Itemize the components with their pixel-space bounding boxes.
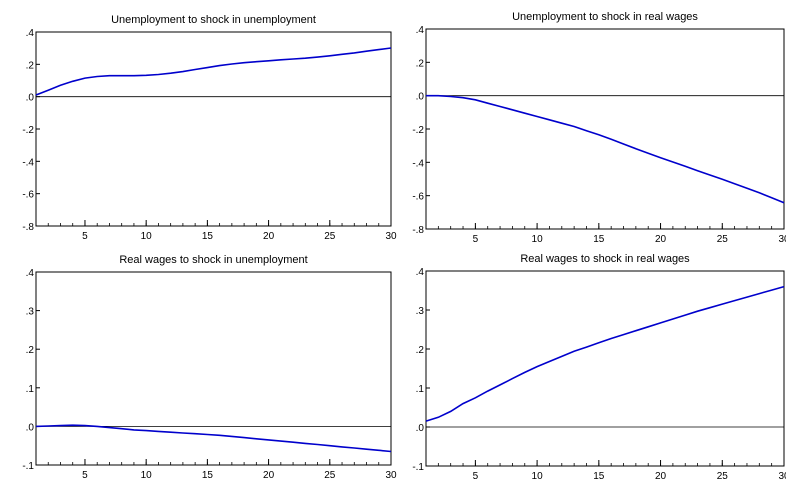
- x-tick-label: 30: [778, 471, 786, 482]
- x-tick-label: 10: [141, 231, 153, 242]
- y-tick-label: .4: [26, 28, 35, 39]
- y-tick-label: .1: [416, 384, 425, 395]
- y-tick-label: -.6: [412, 192, 424, 203]
- x-tick-label: 15: [202, 231, 214, 242]
- panel-unemployment-to-unemployment-shock: Unemployment to shock in unemployment -.8…: [22, 14, 397, 242]
- y-tick-label: .4: [416, 25, 425, 36]
- y-tick-label: .3: [26, 307, 35, 318]
- y-tick-label: -.6: [22, 190, 34, 201]
- x-tick-label: 10: [532, 471, 544, 482]
- x-tick-label: 5: [473, 234, 479, 245]
- x-tick-label: 15: [593, 234, 605, 245]
- impulse-response-line: [35, 424, 392, 453]
- x-tick-label: 5: [82, 231, 88, 242]
- x-tick-label: 20: [655, 234, 667, 245]
- panel-real-wages-to-unemployment-shock: Real wages to shock in unemployment -.1 .0…: [22, 254, 397, 481]
- y-tick-label: -.2: [22, 125, 34, 136]
- y-tick-label: .0: [416, 92, 425, 103]
- y-tick-label: .0: [26, 93, 35, 104]
- y-tick-label: .4: [416, 267, 425, 278]
- panel-title: Unemployment to shock in unemployment: [111, 14, 316, 26]
- y-tick-label: -.8: [412, 225, 424, 236]
- y-tick-label: -.2: [412, 125, 424, 136]
- panel-unemployment-to-real-wages-shock: Unemployment to shock in real wages -.8 -.…: [412, 11, 786, 245]
- y-tick-label: .3: [416, 306, 425, 317]
- plot-frame: [425, 28, 785, 230]
- x-tick-label: 20: [263, 470, 275, 481]
- impulse-response-line: [35, 47, 392, 96]
- plot-frame: [35, 31, 392, 227]
- x-tick-label: 5: [82, 470, 88, 481]
- x-tick-label: 25: [324, 231, 336, 242]
- y-tick-label: .0: [26, 422, 35, 433]
- plot-frame: [35, 271, 392, 466]
- impulse-response-line: [425, 285, 785, 422]
- y-tick-label: .1: [26, 384, 35, 395]
- x-tick-label: 25: [324, 470, 336, 481]
- y-tick-label: -.4: [22, 157, 34, 168]
- y-tick-label: .2: [416, 58, 425, 69]
- x-tick-label: 25: [717, 234, 729, 245]
- x-tick-label: 30: [385, 231, 397, 242]
- impulse-response-line: [426, 94, 785, 204]
- x-tick-label: 20: [655, 471, 667, 482]
- y-tick-label: -.8: [22, 222, 34, 233]
- y-tick-label: -.1: [412, 462, 424, 473]
- panel-real-wages-to-real-wages-shock: Real wages to shock in real wages -.1 .0 .1…: [412, 253, 786, 482]
- y-tick-label: -.4: [412, 158, 424, 169]
- x-tick-label: 15: [593, 471, 605, 482]
- panel-title: Real wages to shock in unemployment: [119, 254, 307, 266]
- x-tick-label: 25: [717, 471, 729, 482]
- x-tick-label: 5: [473, 471, 479, 482]
- y-tick-label: .2: [26, 345, 35, 356]
- plot-frame: [425, 270, 785, 467]
- x-tick-label: 10: [141, 470, 153, 481]
- x-tick-label: 15: [202, 470, 214, 481]
- y-tick-label: .2: [416, 345, 425, 356]
- panel-title: Unemployment to shock in real wages: [512, 11, 698, 23]
- y-tick-label: .0: [416, 423, 425, 434]
- x-tick-label: 30: [385, 470, 397, 481]
- y-tick-label: .2: [26, 60, 35, 71]
- x-tick-label: 30: [778, 234, 786, 245]
- y-tick-label: -.1: [22, 461, 34, 472]
- x-tick-label: 20: [263, 231, 275, 242]
- y-tick-label: .4: [26, 268, 35, 279]
- x-tick-label: 10: [532, 234, 544, 245]
- panel-title: Real wages to shock in real wages: [520, 253, 690, 265]
